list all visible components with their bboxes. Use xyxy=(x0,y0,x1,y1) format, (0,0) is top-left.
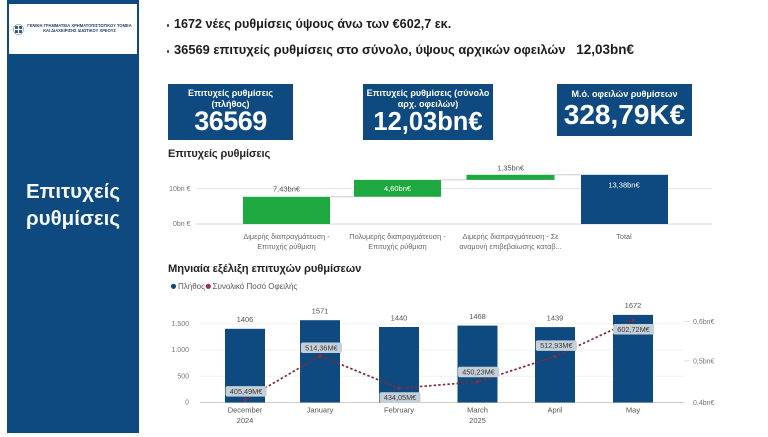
svg-text:Πολυμερής διαπραγμάτευση -: Πολυμερής διαπραγμάτευση - xyxy=(349,232,446,241)
svg-text:May: May xyxy=(626,406,640,415)
svg-text:January: January xyxy=(307,406,334,415)
svg-text:0,5bn€: 0,5bn€ xyxy=(693,358,715,365)
svg-text:10bn €: 10bn € xyxy=(169,186,191,193)
svg-text:405,49M€: 405,49M€ xyxy=(230,387,262,396)
svg-text:Πλήθος: Πλήθος xyxy=(178,282,205,291)
svg-text:1571: 1571 xyxy=(312,307,329,316)
svg-text:1.500: 1.500 xyxy=(171,321,189,328)
svg-text:0bn €: 0bn € xyxy=(173,221,191,228)
svg-text:1.000: 1.000 xyxy=(171,347,189,354)
svg-text:500: 500 xyxy=(177,373,189,380)
svg-text:1468: 1468 xyxy=(469,312,486,321)
svg-text:7,43bn€: 7,43bn€ xyxy=(273,185,301,194)
svg-text:1672: 1672 xyxy=(625,301,642,310)
svg-text:514,36M€: 514,36M€ xyxy=(305,343,337,352)
svg-text:Διμερής διαπραγμάτευση -: Διμερής διαπραγμάτευση - xyxy=(243,232,330,241)
svg-text:2024: 2024 xyxy=(237,416,254,425)
svg-text:Επιτυχής ρύθμιση: Επιτυχής ρύθμιση xyxy=(368,242,426,251)
svg-text:1439: 1439 xyxy=(547,313,564,322)
svg-text:March: March xyxy=(467,406,488,415)
svg-text:Επιτυχής ρύθμιση: Επιτυχής ρύθμιση xyxy=(257,242,315,251)
svg-text:αναμονή επιβεβαίωσης καταβ...: αναμονή επιβεβαίωσης καταβ... xyxy=(459,242,561,251)
svg-text:1,35bn€: 1,35bn€ xyxy=(497,163,525,172)
svg-text:450,23M€: 450,23M€ xyxy=(462,368,494,377)
svg-text:1406: 1406 xyxy=(237,315,254,324)
svg-text:2025: 2025 xyxy=(469,416,486,425)
svg-text:Total: Total xyxy=(616,232,632,241)
svg-text:April: April xyxy=(547,406,562,415)
svg-text:1440: 1440 xyxy=(391,313,408,322)
svg-text:0,6bn€: 0,6bn€ xyxy=(693,319,715,326)
svg-text:December: December xyxy=(228,406,263,415)
svg-text:13,38bn€: 13,38bn€ xyxy=(608,181,640,190)
svg-text:434,05M€: 434,05M€ xyxy=(384,393,416,402)
svg-text:602,72M€: 602,72M€ xyxy=(617,325,649,334)
svg-text:Διμερής διαπραγμάτευση - Σε: Διμερής διαπραγμάτευση - Σε xyxy=(462,232,559,241)
svg-text:February: February xyxy=(384,406,414,415)
svg-text:0,4bn€: 0,4bn€ xyxy=(693,400,715,407)
svg-text:512,93M€: 512,93M€ xyxy=(540,341,572,350)
svg-text:Συνολικό Ποσό Οφειλής: Συνολικό Ποσό Οφειλής xyxy=(213,282,298,291)
svg-text:0: 0 xyxy=(185,400,189,407)
svg-text:4,60bn€: 4,60bn€ xyxy=(384,184,412,193)
